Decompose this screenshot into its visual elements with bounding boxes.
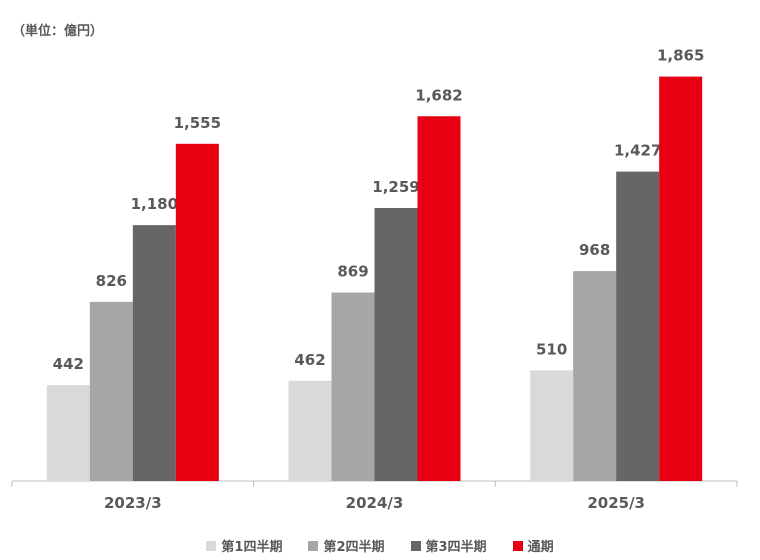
bar-2024/3-第1四半期	[288, 380, 332, 481]
data-label: 1,427	[614, 142, 661, 160]
legend-item-q1: 第1四半期	[206, 536, 282, 555]
data-label: 1,259	[372, 178, 419, 196]
data-label: 1,682	[415, 86, 462, 104]
legend-item-full-year: 通期	[512, 536, 554, 555]
x-tick-label: 2024/3	[346, 494, 404, 512]
data-label: 968	[579, 241, 610, 259]
bar-2025/3-第2四半期	[573, 271, 617, 481]
data-label: 1,865	[657, 47, 704, 65]
legend: 第1四半期 第2四半期 第3四半期 通期	[0, 536, 760, 555]
bar-2023/3-第1四半期	[46, 385, 90, 481]
data-label: 1,180	[131, 195, 178, 213]
legend-swatch-q3	[410, 540, 421, 551]
bar-2023/3-通期	[175, 143, 219, 481]
bar-2024/3-通期	[417, 116, 461, 481]
bar-2025/3-通期	[659, 76, 703, 481]
bar-2025/3-第1四半期	[530, 370, 574, 481]
bar-2023/3-第2四半期	[89, 301, 133, 481]
bar-2024/3-第2四半期	[331, 292, 375, 481]
bar-2023/3-第3四半期	[132, 225, 176, 481]
legend-label-q3: 第3四半期	[425, 540, 487, 555]
bar-2025/3-第3四半期	[616, 171, 660, 481]
legend-label-q1: 第1四半期	[221, 540, 283, 555]
bar-2024/3-第3四半期	[374, 207, 418, 481]
x-tick-label: 2023/3	[104, 494, 162, 512]
data-label: 1,555	[174, 114, 221, 132]
x-tick-label: 2025/3	[587, 494, 645, 512]
unit-label: （単位：億円）	[12, 24, 104, 39]
legend-item-q2: 第2四半期	[308, 536, 385, 555]
data-label: 510	[536, 340, 567, 358]
data-label: 442	[53, 355, 84, 373]
legend-swatch-q1	[206, 540, 217, 551]
legend-label-q2: 第2四半期	[323, 540, 385, 555]
data-label: 462	[294, 351, 325, 369]
legend-label-full-year: 通期	[527, 540, 554, 555]
data-label: 826	[96, 272, 127, 290]
legend-swatch-q2	[308, 540, 319, 551]
legend-item-q3: 第3四半期	[410, 536, 487, 555]
data-label: 869	[337, 263, 368, 281]
legend-swatch-full-year	[512, 540, 523, 551]
